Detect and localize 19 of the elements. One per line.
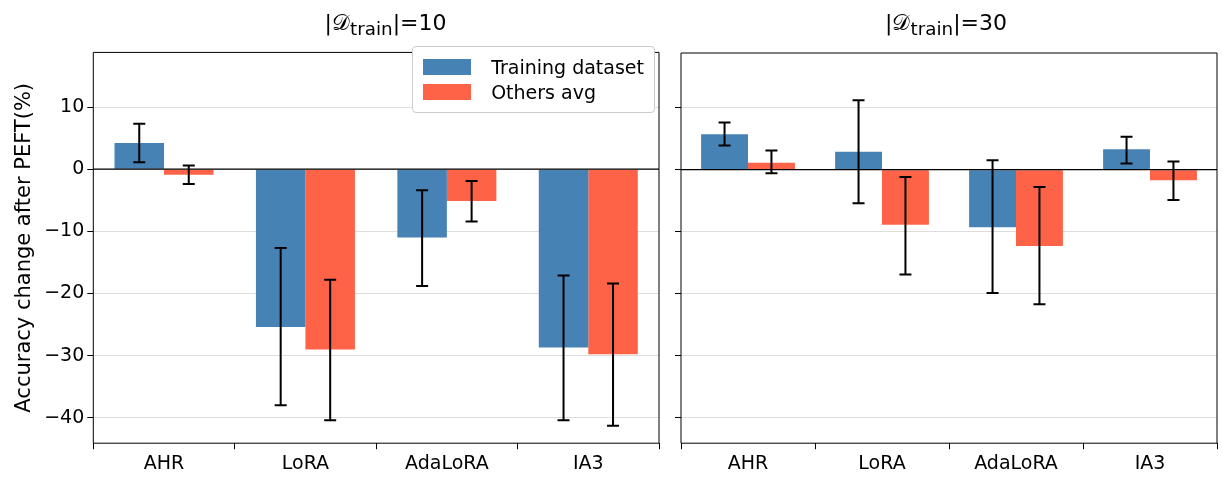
y-tick-label: −40: [44, 404, 85, 427]
x-tick-label: AdaLoRA: [974, 450, 1058, 473]
legend-label: Others avg: [491, 81, 596, 103]
x-tick-label: IA3: [1134, 450, 1166, 473]
x-tick-label: AHR: [727, 450, 769, 473]
x-tick-label: LoRA: [281, 450, 330, 473]
x-tick-label: AHR: [143, 450, 185, 473]
x-tick-label: IA3: [572, 450, 604, 473]
y-tick-label: 0: [72, 156, 85, 179]
y-tick-label: −10: [44, 218, 85, 241]
chart-title: |𝒟$_{train}$|=30: [884, 9, 1008, 40]
chart-title: |𝒟$_{train}$|=10: [323, 9, 448, 40]
y-axis-title: Accuracy change after PEFT(%): [11, 82, 36, 413]
x-tick-label: AdaLoRA: [405, 450, 489, 473]
x-tick-label: LoRA: [858, 450, 906, 473]
y-tick-label: −20: [44, 280, 85, 303]
y-tick-label: −30: [44, 342, 85, 365]
legend-label: Training dataset: [491, 56, 644, 78]
y-tick-label: 10: [60, 94, 85, 117]
